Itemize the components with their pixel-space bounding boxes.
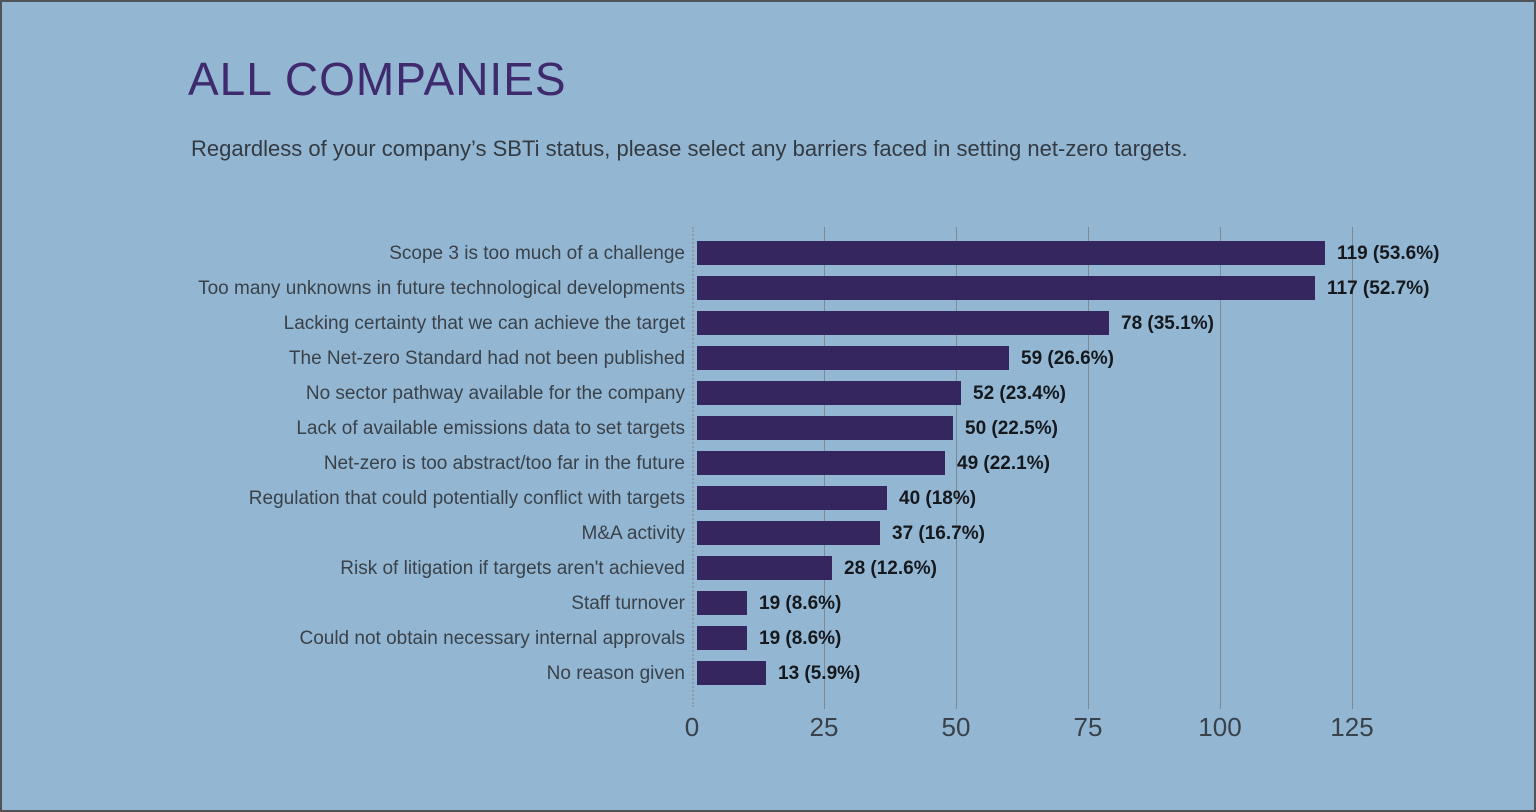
page-title: ALL COMPANIES xyxy=(188,53,567,105)
bar xyxy=(697,451,945,475)
x-axis: 0 25 50 75 100 125 xyxy=(685,712,1402,748)
value-label: 28 (12.6%) xyxy=(844,558,937,579)
x-axis-tick-label: 75 xyxy=(1073,712,1103,742)
x-axis-tick-label: 25 xyxy=(809,712,839,742)
bar xyxy=(697,416,953,440)
bar-row: Could not obtain necessary internal appr… xyxy=(2,621,1534,656)
category-label: The Net-zero Standard had not been publi… xyxy=(288,348,685,369)
category-label: No reason given xyxy=(546,663,685,684)
category-label: M&A activity xyxy=(581,523,685,544)
bar xyxy=(697,486,887,510)
bar-row: Staff turnover 19 (8.6%) xyxy=(2,586,1534,621)
x-axis-tick-label: 0 xyxy=(684,712,700,742)
bar xyxy=(697,311,1109,335)
category-label: Risk of litigation if targets aren't ach… xyxy=(340,558,685,579)
value-label: 40 (18%) xyxy=(899,488,977,509)
bar xyxy=(697,276,1315,300)
category-label: Lacking certainty that we can achieve th… xyxy=(283,313,685,334)
value-label: 19 (8.6%) xyxy=(759,593,842,614)
gridline xyxy=(1220,227,1221,709)
value-label: 78 (35.1%) xyxy=(1121,313,1214,334)
value-label: 59 (26.6%) xyxy=(1021,348,1114,369)
value-label: 50 (22.5%) xyxy=(965,418,1058,439)
bar-chart: Scope 3 is too much of a challenge 119 (5… xyxy=(2,236,1534,691)
bar xyxy=(697,556,832,580)
value-label: 119 (53.6%) xyxy=(1337,243,1440,264)
bar xyxy=(697,591,747,615)
category-label: No sector pathway available for the comp… xyxy=(305,383,685,404)
value-label: 117 (52.7%) xyxy=(1327,278,1430,299)
gridline xyxy=(1352,227,1353,709)
bar-row: The Net-zero Standard had not been publi… xyxy=(2,341,1534,376)
bar xyxy=(697,381,961,405)
value-label: 52 (23.4%) xyxy=(973,383,1066,404)
bar xyxy=(697,521,880,545)
x-axis-tick-label: 125 xyxy=(1330,712,1374,742)
bar-row: Lack of available emissions data to set … xyxy=(2,411,1534,446)
bar-row: Lacking certainty that we can achieve th… xyxy=(2,306,1534,341)
value-label: 37 (16.7%) xyxy=(892,523,985,544)
category-label: Regulation that could potentially confli… xyxy=(248,488,685,509)
zero-axis-dotted-line xyxy=(692,227,694,707)
category-label: Net-zero is too abstract/too far in the … xyxy=(323,453,685,474)
category-label: Staff turnover xyxy=(571,593,685,614)
category-label: Scope 3 is too much of a challenge xyxy=(389,243,685,264)
bar-row: Regulation that could potentially confli… xyxy=(2,481,1534,516)
x-axis-tick-label: 50 xyxy=(941,712,971,742)
category-label: Lack of available emissions data to set … xyxy=(296,418,685,439)
gridline xyxy=(956,227,957,709)
category-label: Could not obtain necessary internal appr… xyxy=(299,628,685,649)
bar xyxy=(697,626,747,650)
category-label: Too many unknowns in future technologica… xyxy=(198,278,685,299)
gridline xyxy=(1088,227,1089,709)
chart-subtitle: Regardless of your company’s SBTi status… xyxy=(191,136,1188,161)
bar-row: Risk of litigation if targets aren't ach… xyxy=(2,551,1534,586)
x-axis-tick-label: 100 xyxy=(1198,712,1242,742)
bar xyxy=(697,346,1009,370)
bar-row: Too many unknowns in future technologica… xyxy=(2,271,1534,306)
bar-row: No reason given 13 (5.9%) xyxy=(2,656,1534,691)
bar-row: Scope 3 is too much of a challenge 119 (5… xyxy=(2,236,1534,271)
bar-row: M&A activity 37 (16.7%) xyxy=(2,516,1534,551)
value-label: 13 (5.9%) xyxy=(778,663,861,684)
bar xyxy=(697,661,766,685)
bar-row: No sector pathway available for the comp… xyxy=(2,376,1534,411)
bar xyxy=(697,241,1325,265)
value-label: 49 (22.1%) xyxy=(957,453,1050,474)
value-label: 19 (8.6%) xyxy=(759,628,842,649)
bar-row: Net-zero is too abstract/too far in the … xyxy=(2,446,1534,481)
